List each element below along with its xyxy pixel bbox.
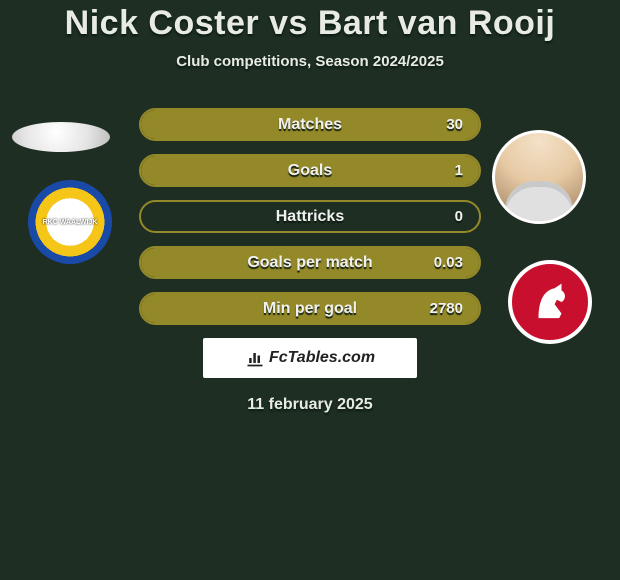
horse-icon — [527, 279, 573, 325]
date-text: 11 february 2025 — [0, 396, 620, 414]
stat-bar: Min per goal 2780 — [139, 292, 481, 325]
brand-link[interactable]: FcTables.com — [203, 338, 417, 378]
brand-text: FcTables.com — [269, 349, 375, 367]
player1-avatar — [12, 122, 110, 152]
stat-label: Min per goal — [263, 300, 357, 318]
stat-label: Matches — [278, 116, 342, 134]
stat-value: 2780 — [430, 300, 463, 317]
stat-bar: Matches 30 — [139, 108, 481, 141]
stat-value: 1 — [455, 162, 463, 179]
page-title: Nick Coster vs Bart van Rooij — [0, 4, 620, 43]
crest-left-text: RKC WAALWIJK — [43, 219, 98, 226]
stat-bar: Goals per match 0.03 — [139, 246, 481, 279]
stat-bar: Goals 1 — [139, 154, 481, 187]
chart-icon — [245, 348, 265, 368]
stats-list: Matches 30 Goals 1 Hattricks 0 Goals per match… — [139, 108, 481, 325]
stat-value: 0.03 — [434, 254, 463, 271]
stat-value: 30 — [446, 116, 463, 133]
stat-label: Hattricks — [276, 208, 344, 226]
stat-label: Goals — [288, 162, 332, 180]
stat-value: 0 — [455, 208, 463, 225]
stat-bar: Hattricks 0 — [139, 200, 481, 233]
player2-club-crest — [508, 260, 592, 344]
player2-avatar — [492, 130, 586, 224]
subtitle: Club competitions, Season 2024/2025 — [0, 53, 620, 70]
player1-club-crest: RKC WAALWIJK — [28, 180, 112, 264]
stat-label: Goals per match — [247, 254, 372, 272]
comparison-card: Nick Coster vs Bart van Rooij Club compe… — [0, 0, 620, 414]
